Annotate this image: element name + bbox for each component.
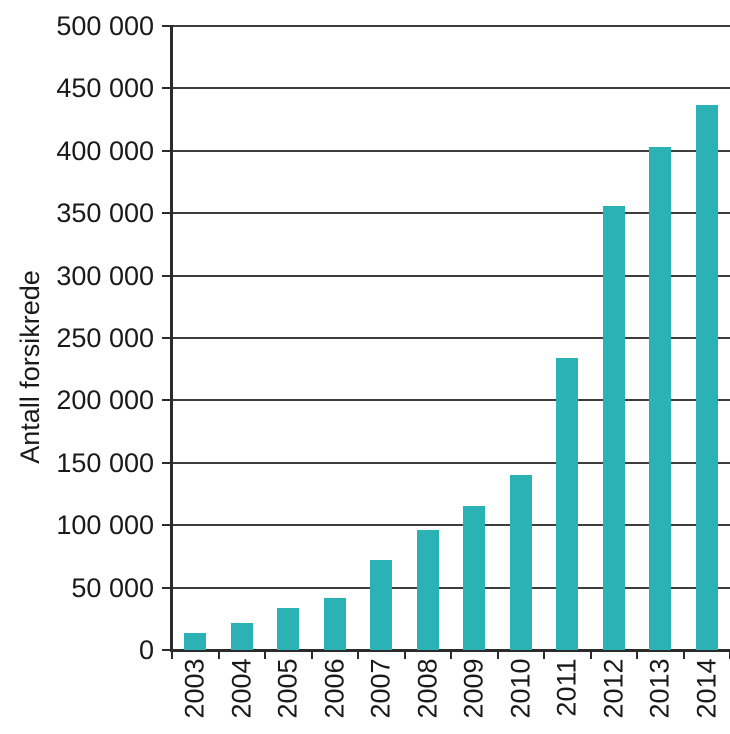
y-axis-tick-label: 250 000 [56, 323, 154, 353]
gridline [172, 461, 730, 464]
x-axis-tick [496, 651, 499, 659]
y-axis-tick-label: 150 000 [56, 447, 154, 478]
gridline [172, 399, 730, 402]
bar-2014 [695, 104, 718, 650]
y-axis-tick-label: 100 000 [56, 510, 154, 541]
y-axis-tick-label: 300 000 [56, 260, 154, 291]
gridline [172, 25, 730, 27]
plot-area [172, 25, 730, 650]
gridline [172, 274, 730, 277]
x-axis-tick-label: 2009 [458, 658, 489, 719]
x-axis-tick-label: 2013 [644, 658, 675, 719]
bar-2008 [416, 530, 439, 650]
y-axis-tick-label: 400 000 [56, 135, 154, 166]
bar-2004 [230, 622, 253, 650]
y-axis-tick-label: 500 000 [56, 11, 154, 41]
y-axis-tick [162, 25, 171, 27]
y-axis-tick-label: 350 000 [56, 198, 154, 229]
x-axis-tick [636, 651, 638, 659]
y-axis-tick-label: 450 000 [56, 73, 154, 104]
bar-2005 [277, 607, 300, 650]
x-axis-tick [450, 651, 452, 659]
x-axis-tick [171, 651, 173, 659]
gridline [172, 337, 730, 339]
bar-2007 [370, 560, 393, 650]
y-axis-tick-label: 0 [138, 635, 154, 665]
gridline [172, 524, 730, 527]
x-axis-tick-label: 2004 [226, 658, 257, 719]
y-axis-tick [162, 274, 171, 277]
gridline [172, 87, 730, 90]
bar-2006 [323, 597, 346, 650]
y-axis-tick [162, 586, 171, 589]
x-axis-tick-label: 2011 [551, 658, 582, 717]
x-axis-tick-label: 2005 [272, 658, 303, 719]
y-axis-tick [162, 87, 171, 90]
x-axis-tick-label: 2008 [412, 658, 443, 719]
y-axis-tick-label: 50 000 [71, 572, 154, 603]
gridline [172, 212, 730, 215]
y-axis-tick [162, 399, 171, 402]
bar-2009 [463, 506, 486, 650]
y-axis-tick [162, 649, 171, 651]
bar-2011 [556, 357, 579, 650]
gridline [172, 586, 730, 589]
bar-2012 [602, 205, 625, 650]
x-axis-tick [543, 651, 545, 659]
x-axis-tick-label: 2007 [365, 658, 396, 719]
y-axis-tick [162, 524, 171, 527]
y-axis-tick [162, 212, 171, 215]
bar-2010 [509, 475, 532, 650]
x-axis-tick [310, 651, 313, 659]
x-axis-tick-label: 2014 [691, 658, 722, 719]
x-axis-tick-label: 2012 [598, 658, 629, 719]
bar-2013 [649, 147, 672, 650]
x-axis-tick [682, 651, 685, 659]
y-axis-line [170, 25, 173, 652]
y-axis-tick [162, 337, 171, 339]
y-axis-tick [162, 149, 171, 152]
bar-2003 [184, 633, 207, 650]
x-axis-tick [403, 651, 406, 659]
x-axis-tick-label: 2003 [179, 658, 210, 719]
x-axis-tick [217, 651, 220, 659]
x-axis-tick [357, 651, 359, 659]
x-axis-tick [589, 651, 592, 659]
x-axis-tick-label: 2006 [319, 658, 350, 719]
x-axis-tick-label: 2010 [505, 658, 536, 719]
y-axis-tick [162, 461, 171, 464]
x-axis-line [170, 649, 730, 652]
gridline [172, 149, 730, 152]
y-axis-tick-label: 200 000 [56, 385, 154, 416]
x-axis-tick [264, 651, 266, 659]
